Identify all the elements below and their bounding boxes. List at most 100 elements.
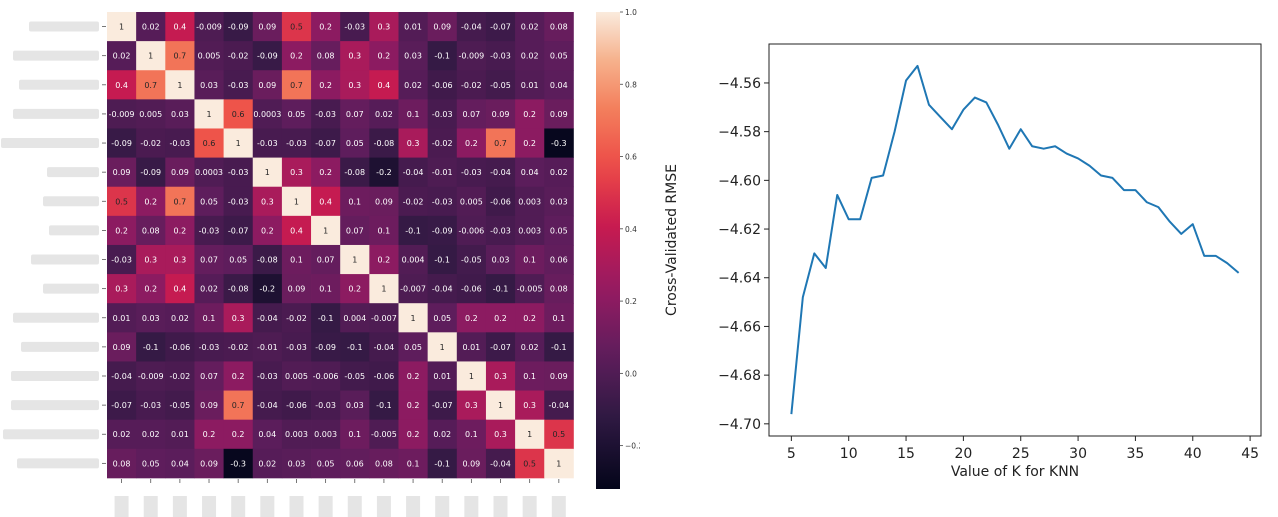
heatmap-cell-label: 0.6 [203, 139, 216, 148]
heatmap-cell-label: 0.02 [521, 52, 539, 61]
heatmap-cell-label: 0.01 [113, 314, 131, 323]
heatmap-cell-label: -0.03 [257, 139, 278, 148]
heatmap-cell [456, 215, 487, 246]
heatmap-cell [398, 448, 429, 479]
heatmap-cell-label: -0.007 [371, 314, 397, 323]
heatmap-cell [281, 332, 312, 362]
heatmap-cell-label: 0.2 [144, 197, 157, 206]
heatmap-cell-label: 0.005 [139, 110, 162, 119]
heatmap-cell-label: -0.04 [490, 168, 511, 177]
heatmap-cell-label: 0.3 [174, 256, 187, 265]
heatmap-cell-label: 0.3 [494, 372, 507, 381]
heatmap-cell [107, 244, 137, 275]
heatmap-cell [515, 99, 545, 129]
heatmap-cell [340, 419, 370, 450]
heatmap-cell-label: 0.2 [378, 52, 391, 61]
heatmap-cell [194, 244, 224, 275]
heatmap-cell-label: 1 [527, 430, 532, 439]
redacted-row-label [11, 371, 99, 381]
x-tick-label: 40 [1184, 446, 1202, 462]
heatmap-cell-label: 0.0003 [195, 168, 223, 177]
heatmap-cell-label: -0.07 [228, 226, 249, 235]
heatmap-cell [515, 332, 545, 362]
heatmap-cell [456, 99, 487, 129]
heatmap-cell [136, 41, 166, 71]
heatmap-cell [515, 448, 545, 479]
heatmap-cell-label: 0.02 [200, 285, 218, 294]
heatmap-cell [281, 448, 312, 479]
heatmap-cell-label: -0.007 [400, 285, 426, 294]
heatmap-cell-label: 0.7 [174, 52, 187, 61]
heatmap-cell [252, 361, 283, 391]
heatmap-cell-label: 1 [498, 401, 503, 410]
heatmap-cell [194, 274, 224, 304]
heatmap-cell-label: 0.2 [407, 372, 420, 381]
heatmap-cell [398, 186, 429, 217]
heatmap-cell [544, 244, 574, 275]
heatmap-cell [340, 303, 370, 333]
heatmap-cell-label: 0.1 [348, 430, 361, 439]
heatmap-cell [136, 419, 166, 450]
heatmap-cell [107, 215, 137, 246]
heatmap-cell [281, 390, 312, 421]
heatmap-cell-label: 0.09 [433, 23, 451, 32]
heatmap-cell-label: -0.04 [403, 168, 424, 177]
heatmap-cell-label: 0.2 [115, 226, 128, 235]
heatmap-cell [252, 99, 283, 129]
heatmap-cell [369, 448, 399, 479]
redacted-col-label [522, 496, 537, 517]
heatmap-cell [340, 390, 370, 421]
heatmap-cell-label: -0.04 [257, 314, 278, 323]
heatmap-cell-label: -0.03 [199, 226, 220, 235]
heatmap-cell-label: -0.07 [490, 343, 511, 352]
heatmap-cell-label: 0.1 [378, 226, 391, 235]
heatmap-cell [311, 70, 341, 100]
heatmap-cell-label: 0.2 [465, 139, 478, 148]
heatmap-cell-label: 0.09 [200, 401, 218, 410]
redacted-col-label [435, 496, 450, 517]
heatmap-cell [456, 448, 487, 479]
heatmap-cell [165, 128, 195, 158]
heatmap-cell-label: -0.3 [551, 139, 567, 148]
plot-area [768, 43, 1262, 437]
heatmap-cell [456, 157, 487, 188]
heatmap-cell [252, 390, 283, 421]
heatmap-cell [136, 12, 166, 42]
heatmap-cell [456, 12, 487, 42]
heatmap-cell [398, 215, 429, 246]
heatmap-cell-label: -0.06 [490, 197, 511, 206]
heatmap-cell-label: 0.4 [319, 197, 332, 206]
heatmap-cell-label: -0.03 [228, 81, 249, 90]
heatmap-cell-label: -0.03 [199, 343, 220, 352]
heatmap-cell [515, 128, 545, 158]
heatmap-cell [544, 274, 574, 304]
heatmap-cell [544, 186, 574, 217]
heatmap-cell [544, 99, 574, 129]
heatmap-cell-label: 0.1 [348, 197, 361, 206]
heatmap-cell-label: 0.05 [288, 110, 306, 119]
heatmap-cell [165, 215, 195, 246]
heatmap-cell-label: 0.02 [113, 52, 131, 61]
heatmap-cell [485, 157, 516, 188]
heatmap-cell-label: -0.05 [490, 81, 511, 90]
heatmap-cell [485, 419, 516, 450]
heatmap-cell-label: 0.4 [174, 23, 187, 32]
heatmap-cell [194, 157, 224, 188]
heatmap-cell-label: 0.2 [319, 81, 332, 90]
heatmap-cell [165, 157, 195, 188]
heatmap-cell [485, 390, 516, 421]
heatmap-cell-label: 0.05 [346, 139, 364, 148]
heatmap-cell-label: -0.02 [286, 314, 307, 323]
heatmap-cell-label: -0.009 [138, 372, 164, 381]
heatmap-cell-label: 0.08 [550, 23, 568, 32]
heatmap-cell-label: -0.09 [315, 343, 336, 352]
heatmap-cell [136, 303, 166, 333]
redacted-col-label [231, 496, 246, 517]
y-axis-ticks: −4.56 −4.58 −4.60 −4.62 −4.64 −4.66 −4.68 −4.70 [718, 76, 769, 433]
heatmap-cell [340, 215, 370, 246]
heatmap-cell-label: 0.09 [258, 23, 276, 32]
heatmap-cell-label: 0.2 [203, 430, 216, 439]
heatmap-cell [281, 12, 312, 42]
heatmap-cell [281, 70, 312, 100]
redacted-col-label [260, 496, 275, 517]
